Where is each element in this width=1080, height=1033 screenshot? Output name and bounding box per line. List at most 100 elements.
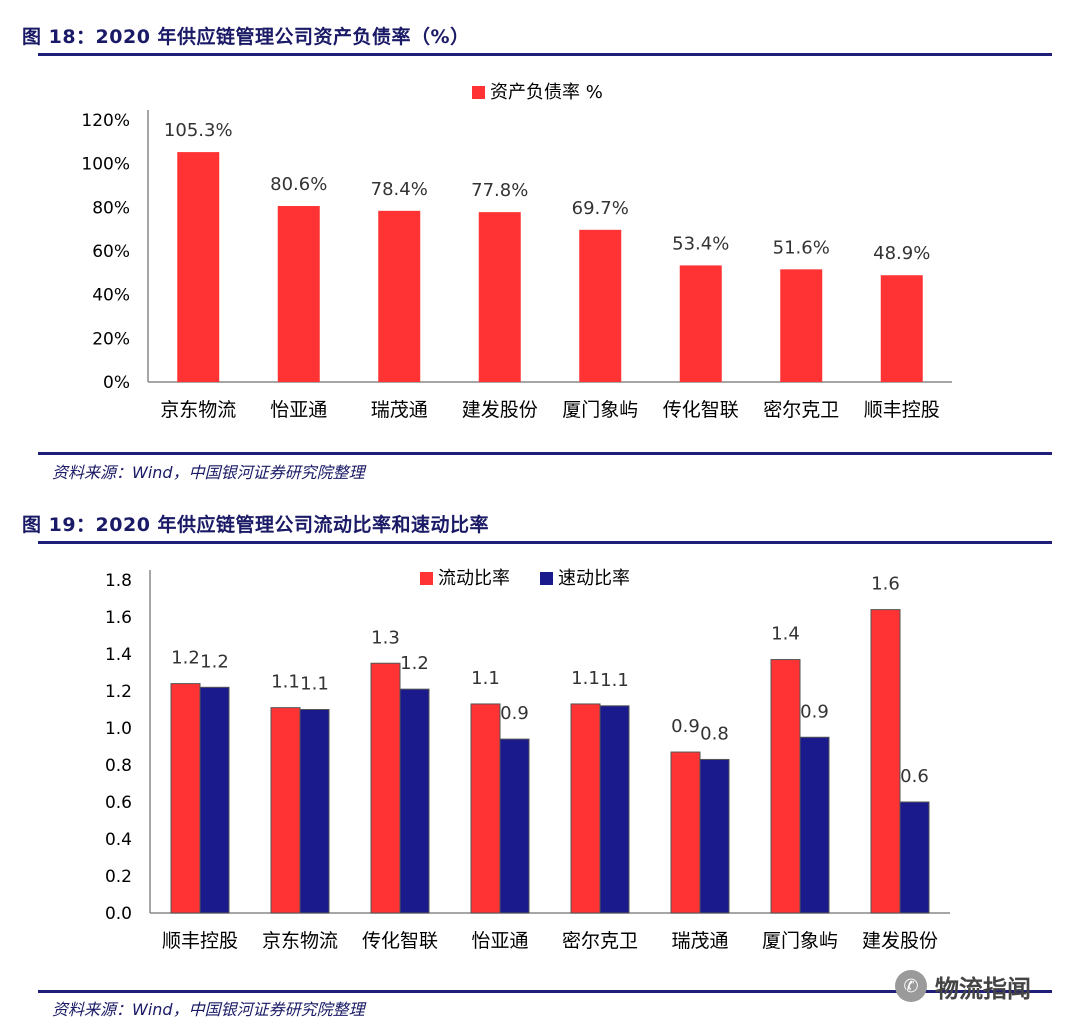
- x-tick-label: 怡亚通: [471, 930, 528, 952]
- x-tick-label: 密尔克卫: [562, 930, 638, 952]
- legend-swatch: [540, 572, 553, 585]
- data-label: 1.3: [371, 627, 400, 648]
- y-tick-label: 0.2: [105, 867, 132, 887]
- bar: [499, 738, 530, 914]
- figure-18-title: 图 18：2020 年供应链管理公司资产负债率（%）: [22, 26, 470, 48]
- bar: [770, 659, 801, 914]
- x-tick-label: 顺丰控股: [162, 930, 238, 952]
- data-label: 1.1: [300, 674, 329, 695]
- y-tick-label: 60%: [92, 242, 130, 262]
- figure-19-title: 图 19：2020 年供应链管理公司流动比率和速动比率: [22, 514, 490, 536]
- watermark-text: 物流指闻: [935, 974, 1031, 1003]
- bar: [870, 609, 901, 914]
- x-tick-label: 京东物流: [160, 399, 236, 421]
- y-tick-label: 80%: [92, 198, 130, 218]
- data-label: 1.2: [200, 651, 229, 672]
- legend-label: 流动比率: [438, 568, 510, 589]
- bar: [270, 707, 301, 914]
- y-tick-label: 0.6: [105, 793, 132, 813]
- y-tick-label: 1.6: [105, 608, 132, 628]
- bar: [699, 758, 730, 914]
- data-label: 1.2: [171, 648, 200, 669]
- wechat-icon: ✆: [895, 970, 927, 1002]
- x-tick-label: 瑞茂通: [671, 930, 728, 952]
- x-tick-label: 京东物流: [262, 930, 338, 952]
- figure-19-source: 资料来源：Wind，中国银河证券研究院整理: [52, 1000, 365, 1019]
- y-tick-label: 1.4: [105, 645, 132, 665]
- liquidity-ratio-chart: 0.00.20.40.60.81.01.21.41.61.81.21.11.31…: [105, 568, 950, 952]
- bar: [780, 269, 823, 382]
- x-tick-label: 传化智联: [663, 399, 739, 421]
- data-label: 78.4%: [371, 179, 428, 200]
- x-tick-label: 密尔克卫: [763, 399, 839, 421]
- x-tick-label: 建发股份: [462, 399, 538, 421]
- bar: [370, 662, 401, 914]
- bar: [570, 703, 601, 914]
- data-label: 1.4: [771, 624, 800, 645]
- y-tick-label: 1.8: [105, 571, 132, 591]
- bar: [177, 152, 220, 382]
- data-label: 0.6: [900, 766, 929, 787]
- bar: [277, 206, 320, 382]
- x-tick-label: 怡亚通: [270, 399, 327, 421]
- y-tick-label: 0%: [103, 373, 130, 393]
- data-label: 0.8: [700, 723, 729, 744]
- watermark: ✆ 物流指闻: [895, 968, 1031, 1004]
- data-label: 0.9: [671, 716, 700, 737]
- data-label: 80.6%: [270, 174, 327, 195]
- data-label: 48.9%: [873, 243, 930, 264]
- bar: [299, 709, 330, 914]
- source-rule-18: [38, 452, 1052, 455]
- bar: [378, 210, 421, 382]
- bar: [670, 751, 701, 914]
- bar: [470, 703, 501, 914]
- x-tick-label: 建发股份: [862, 930, 938, 952]
- y-tick-label: 20%: [92, 329, 130, 349]
- x-tick-label: 传化智联: [362, 930, 438, 952]
- y-tick-label: 100%: [81, 155, 130, 175]
- title-rule-18: [38, 53, 1052, 56]
- y-tick-label: 0.8: [105, 756, 132, 776]
- y-tick-label: 1.0: [105, 719, 132, 739]
- data-label: 0.9: [800, 701, 829, 722]
- figure-18-source: 资料来源：Wind，中国银河证券研究院整理: [52, 463, 365, 482]
- data-label: 53.4%: [672, 233, 729, 254]
- bar: [679, 265, 722, 382]
- data-label: 1.1: [571, 668, 600, 689]
- legend-swatch: [472, 86, 485, 99]
- title-rule-19: [38, 541, 1052, 544]
- data-label: 1.1: [600, 670, 629, 691]
- data-label: 1.1: [271, 672, 300, 693]
- legend-swatch: [420, 572, 433, 585]
- y-tick-label: 120%: [81, 111, 130, 131]
- bar: [478, 212, 521, 382]
- y-tick-label: 0.4: [105, 830, 132, 850]
- source-rule-19: [38, 990, 1052, 993]
- debt-ratio-chart: 0% 20% 40% 60% 80% 100% 120% 105.3% 80.6% 78.4% 77…: [81, 82, 952, 421]
- bar: [799, 736, 830, 914]
- bar: [579, 229, 622, 382]
- x-tick-label: 厦门象屿: [562, 399, 638, 421]
- y-tick-label: 0.0: [105, 904, 132, 924]
- bar: [199, 686, 230, 914]
- legend-label: 速动比率: [558, 568, 630, 589]
- legend-label: 资产负债率 %: [490, 82, 603, 103]
- bar: [899, 801, 930, 914]
- x-tick-label: 瑞茂通: [371, 399, 428, 421]
- data-label: 77.8%: [471, 180, 528, 201]
- y-tick-label: 40%: [92, 286, 130, 306]
- data-label: 1.1: [471, 668, 500, 689]
- bar: [880, 275, 923, 382]
- bar: [399, 688, 430, 914]
- data-label: 1.6: [871, 574, 900, 595]
- x-tick-label: 厦门象屿: [762, 930, 838, 952]
- data-label: 1.2: [400, 653, 429, 674]
- data-label: 69.7%: [572, 198, 629, 219]
- data-label: 105.3%: [164, 120, 233, 141]
- data-label: 0.9: [500, 703, 529, 724]
- data-label: 51.6%: [773, 237, 830, 258]
- bar: [599, 705, 630, 914]
- x-tick-label: 顺丰控股: [864, 399, 940, 421]
- y-tick-label: 1.2: [105, 682, 132, 702]
- bar: [170, 683, 201, 914]
